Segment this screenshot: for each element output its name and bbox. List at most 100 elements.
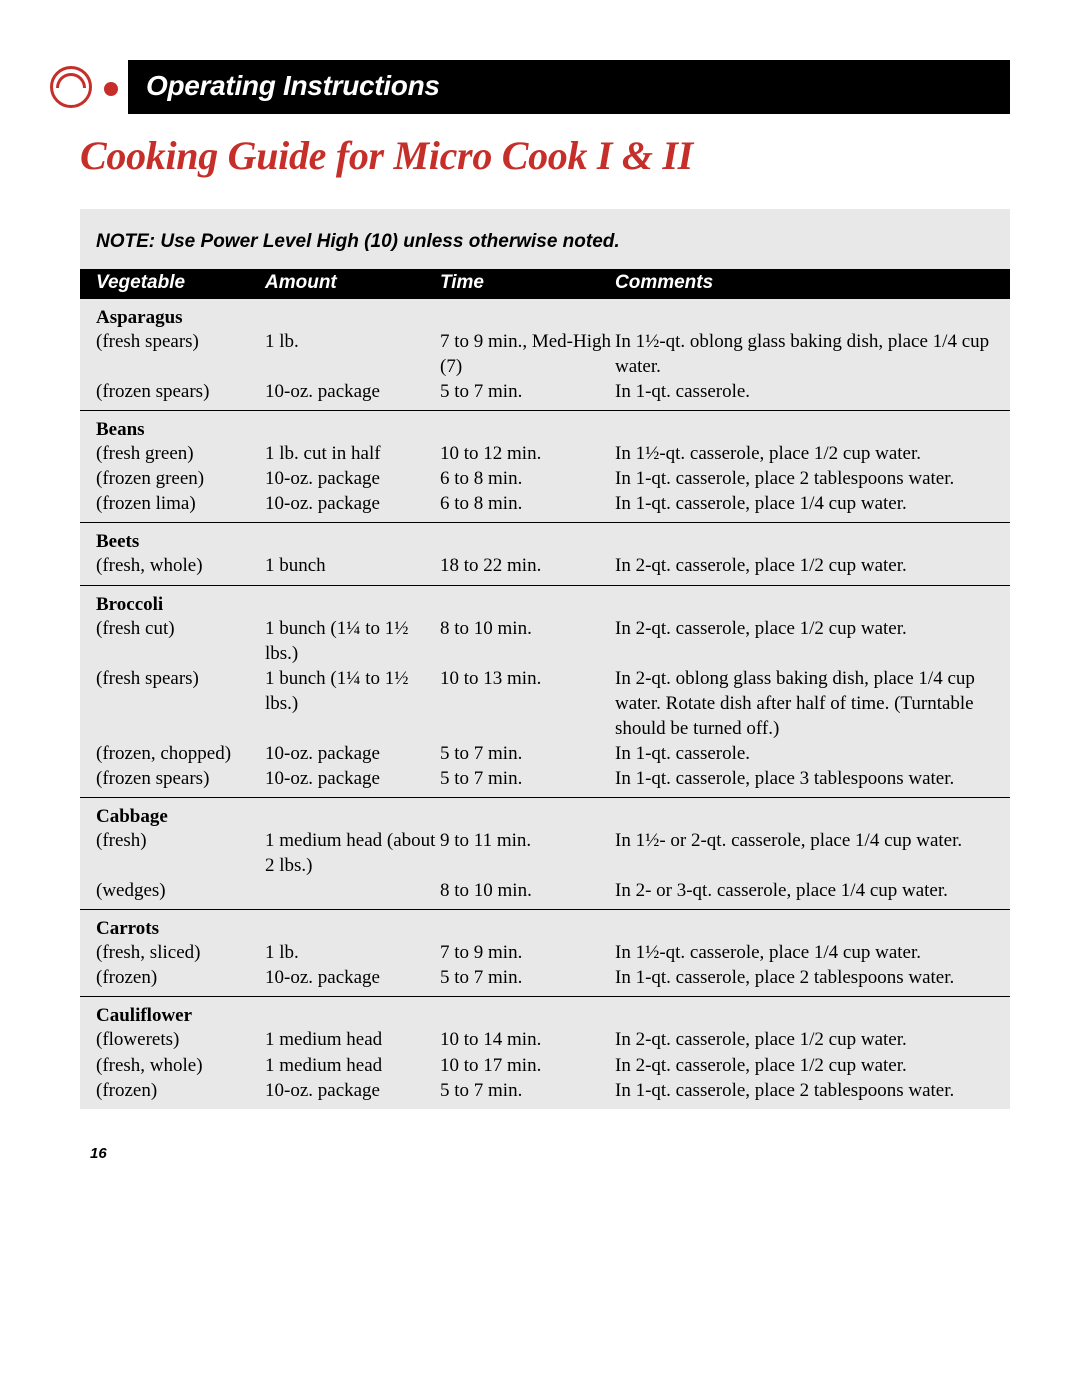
cell-vegetable: (fresh) [80, 828, 265, 878]
cell-amount: 10-oz. package [265, 965, 440, 990]
section-band: Operating Instructions [128, 60, 1010, 114]
section-title: Cauliflower [80, 1005, 1010, 1027]
table-row: (frozen spears)10-oz. package5 to 7 min.… [80, 766, 1010, 791]
cell-comments: In 1-qt. casserole. [615, 741, 1010, 766]
cell-time: 10 to 14 min. [440, 1027, 615, 1052]
table-row: (frozen green)10-oz. package6 to 8 min.I… [80, 466, 1010, 491]
table-row: (flowerets)1 medium head10 to 14 min.In … [80, 1027, 1010, 1052]
table-row: (wedges) 8 to 10 min.In 2- or 3-qt. casse… [80, 878, 1010, 903]
section-title: Cabbage [80, 806, 1010, 828]
table-row: (fresh, whole)1 bunch18 to 22 min.In 2-q… [80, 553, 1010, 578]
cell-comments: In 1-qt. casserole, place 1/4 cup water. [615, 491, 1010, 516]
cell-vegetable: (fresh spears) [80, 666, 265, 741]
col-header-time: Time [440, 272, 615, 294]
cell-vegetable: (frozen spears) [80, 379, 265, 404]
cell-time: 10 to 13 min. [440, 666, 615, 741]
col-header-comments: Comments [615, 272, 1010, 294]
table-section: Beets(fresh, whole)1 bunch18 to 22 min.I… [80, 523, 1010, 585]
cell-time: 5 to 7 min. [440, 1078, 615, 1103]
header-bar: Operating Instructions [50, 60, 1010, 114]
table-section: Beans(fresh green)1 lb. cut in half10 to… [80, 411, 1010, 523]
cell-vegetable: (frozen) [80, 965, 265, 990]
cell-vegetable: (wedges) [80, 878, 265, 903]
cell-comments: In 1-qt. casserole. [615, 379, 1010, 404]
cell-amount: 10-oz. package [265, 766, 440, 791]
cell-vegetable: (flowerets) [80, 1027, 265, 1052]
cell-vegetable: (fresh cut) [80, 616, 265, 666]
page-title: Cooking Guide for Micro Cook I & II [80, 132, 1010, 179]
cell-comments: In 1-qt. casserole, place 3 tablespoons … [615, 766, 1010, 791]
table-row: (frozen, chopped)10-oz. package5 to 7 mi… [80, 741, 1010, 766]
cell-comments: In 2-qt. casserole, place 1/2 cup water. [615, 1027, 1010, 1052]
page-number: 16 [90, 1145, 1010, 1162]
cell-vegetable: (frozen green) [80, 466, 265, 491]
cell-time: 7 to 9 min., Med-High (7) [440, 329, 615, 379]
cell-time: 5 to 7 min. [440, 741, 615, 766]
cell-vegetable: (frozen, chopped) [80, 741, 265, 766]
cell-time: 8 to 10 min. [440, 616, 615, 666]
cell-amount: 1 bunch (1¼ to 1½ lbs.) [265, 616, 440, 666]
brand-circle-icon [50, 66, 92, 108]
table-row: (frozen lima)10-oz. package6 to 8 min.In… [80, 491, 1010, 516]
table-section: Cauliflower(flowerets)1 medium head10 to… [80, 997, 1010, 1108]
table-row: (fresh green)1 lb. cut in half10 to 12 m… [80, 441, 1010, 466]
cell-vegetable: (fresh, whole) [80, 1053, 265, 1078]
table-row: (frozen)10-oz. package5 to 7 min.In 1-qt… [80, 965, 1010, 990]
table-row: (fresh spears)1 lb.7 to 9 min., Med-High… [80, 329, 1010, 379]
section-title: Asparagus [80, 307, 1010, 329]
cell-time: 5 to 7 min. [440, 965, 615, 990]
cell-vegetable: (frozen) [80, 1078, 265, 1103]
table-row: (frozen)10-oz. package5 to 7 min.In 1-qt… [80, 1078, 1010, 1103]
cell-comments: In 2-qt. casserole, place 1/2 cup water. [615, 1053, 1010, 1078]
cell-comments: In 1½- or 2-qt. casserole, place 1/4 cup… [615, 828, 1010, 878]
section-title: Beans [80, 419, 1010, 441]
cell-amount: 1 medium head [265, 1027, 440, 1052]
table-header-row: Vegetable Amount Time Comments [80, 269, 1010, 299]
cell-amount [265, 878, 440, 903]
cell-time: 5 to 7 min. [440, 766, 615, 791]
table-section: Cabbage(fresh)1 medium head (about 2 lbs… [80, 798, 1010, 910]
table-row: (frozen spears)10-oz. package5 to 7 min.… [80, 379, 1010, 404]
table-section: Carrots(fresh, sliced)1 lb.7 to 9 min.In… [80, 910, 1010, 997]
cell-amount: 10-oz. package [265, 1078, 440, 1103]
section-title: Beets [80, 531, 1010, 553]
cell-vegetable: (frozen lima) [80, 491, 265, 516]
cell-comments: In 2-qt. casserole, place 1/2 cup water. [615, 616, 1010, 666]
cell-comments: In 1-qt. casserole, place 2 tablespoons … [615, 466, 1010, 491]
cell-comments: In 1½-qt. oblong glass baking dish, plac… [615, 329, 1010, 379]
section-title: Carrots [80, 918, 1010, 940]
cell-comments: In 2-qt. casserole, place 1/2 cup water. [615, 553, 1010, 578]
cell-comments: In 1½-qt. casserole, place 1/4 cup water… [615, 940, 1010, 965]
cell-amount: 1 lb. cut in half [265, 441, 440, 466]
separator-dot-icon [104, 82, 118, 96]
cell-time: 9 to 11 min. [440, 828, 615, 878]
cell-time: 10 to 12 min. [440, 441, 615, 466]
cell-time: 8 to 10 min. [440, 878, 615, 903]
cell-comments: In 1½-qt. casserole, place 1/2 cup water… [615, 441, 1010, 466]
table-row: (fresh spears)1 bunch (1¼ to 1½ lbs.)10 … [80, 666, 1010, 741]
cell-comments: In 2-qt. oblong glass baking dish, place… [615, 666, 1010, 741]
table-row: (fresh, whole)1 medium head10 to 17 min.… [80, 1053, 1010, 1078]
cell-comments: In 2- or 3-qt. casserole, place 1/4 cup … [615, 878, 1010, 903]
cell-amount: 1 lb. [265, 329, 440, 379]
cell-comments: In 1-qt. casserole, place 2 tablespoons … [615, 1078, 1010, 1103]
table-row: (fresh)1 medium head (about 2 lbs.)9 to … [80, 828, 1010, 878]
cell-amount: 1 bunch [265, 553, 440, 578]
cell-amount: 10-oz. package [265, 379, 440, 404]
cell-time: 6 to 8 min. [440, 466, 615, 491]
cooking-guide-panel: NOTE: Use Power Level High (10) unless o… [80, 209, 1010, 1109]
cell-time: 7 to 9 min. [440, 940, 615, 965]
col-header-vegetable: Vegetable [80, 272, 265, 294]
cell-vegetable: (fresh, sliced) [80, 940, 265, 965]
cell-amount: 10-oz. package [265, 466, 440, 491]
table-row: (fresh cut)1 bunch (1¼ to 1½ lbs.)8 to 1… [80, 616, 1010, 666]
cell-time: 5 to 7 min. [440, 379, 615, 404]
cell-vegetable: (fresh spears) [80, 329, 265, 379]
cell-amount: 1 medium head (about 2 lbs.) [265, 828, 440, 878]
cell-vegetable: (fresh, whole) [80, 553, 265, 578]
usage-note: NOTE: Use Power Level High (10) unless o… [80, 209, 1010, 269]
cell-amount: 1 medium head [265, 1053, 440, 1078]
table-section: Asparagus(fresh spears)1 lb.7 to 9 min.,… [80, 299, 1010, 411]
cell-amount: 1 bunch (1¼ to 1½ lbs.) [265, 666, 440, 741]
cell-amount: 1 lb. [265, 940, 440, 965]
